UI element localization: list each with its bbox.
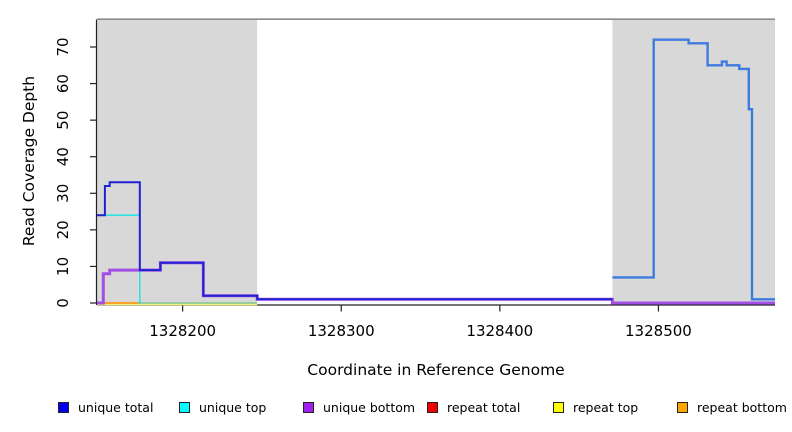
x-tick-label: 1328400 [466, 322, 533, 340]
legend-label: repeat total [447, 400, 521, 415]
x-tick-label: 1328500 [625, 322, 692, 340]
legend-label: unique total [78, 400, 154, 415]
legend-swatch-icon [58, 402, 69, 413]
legend-swatch-icon [303, 402, 314, 413]
y-tick-label: 30 [54, 184, 72, 203]
y-tick-label: 60 [54, 74, 72, 93]
y-tick-label: 0 [54, 298, 72, 308]
x-axis-title: Coordinate in Reference Genome [307, 361, 565, 379]
legend-label: repeat bottom [697, 400, 787, 415]
legend-swatch-icon [677, 402, 688, 413]
y-tick-label: 20 [54, 220, 72, 239]
repeat-region-highlight [97, 19, 258, 305]
x-tick-label: 1328200 [149, 322, 216, 340]
legend-item-unique-bottom: unique bottom [303, 400, 415, 415]
y-tick-label: 50 [54, 111, 72, 130]
y-tick-label: 10 [54, 257, 72, 276]
legend-item-unique-top: unique top [179, 400, 266, 415]
series-unique-total-right-line [612, 38, 775, 301]
legend-item-repeat-total: repeat total [427, 400, 520, 415]
y-axis-title: Read Coverage Depth [20, 75, 38, 247]
legend-item-unique-total: unique total [58, 400, 153, 415]
repeat-region-highlight [612, 19, 775, 305]
legend-swatch-icon [427, 402, 438, 413]
legend-label: unique top [199, 400, 267, 415]
legend-swatch-icon [179, 402, 190, 413]
y-tick-label: 40 [54, 147, 72, 166]
legend-item-repeat-bottom: repeat bottom [677, 400, 787, 415]
legend-item-repeat-top: repeat top [553, 400, 638, 415]
y-tick-label: 70 [54, 37, 72, 56]
series-unique-total-left-line [97, 181, 613, 301]
legend-label: repeat top [573, 400, 639, 415]
x-tick-label: 1328300 [308, 322, 375, 340]
legend-swatch-icon [553, 402, 564, 413]
legend-label: unique bottom [323, 400, 416, 415]
